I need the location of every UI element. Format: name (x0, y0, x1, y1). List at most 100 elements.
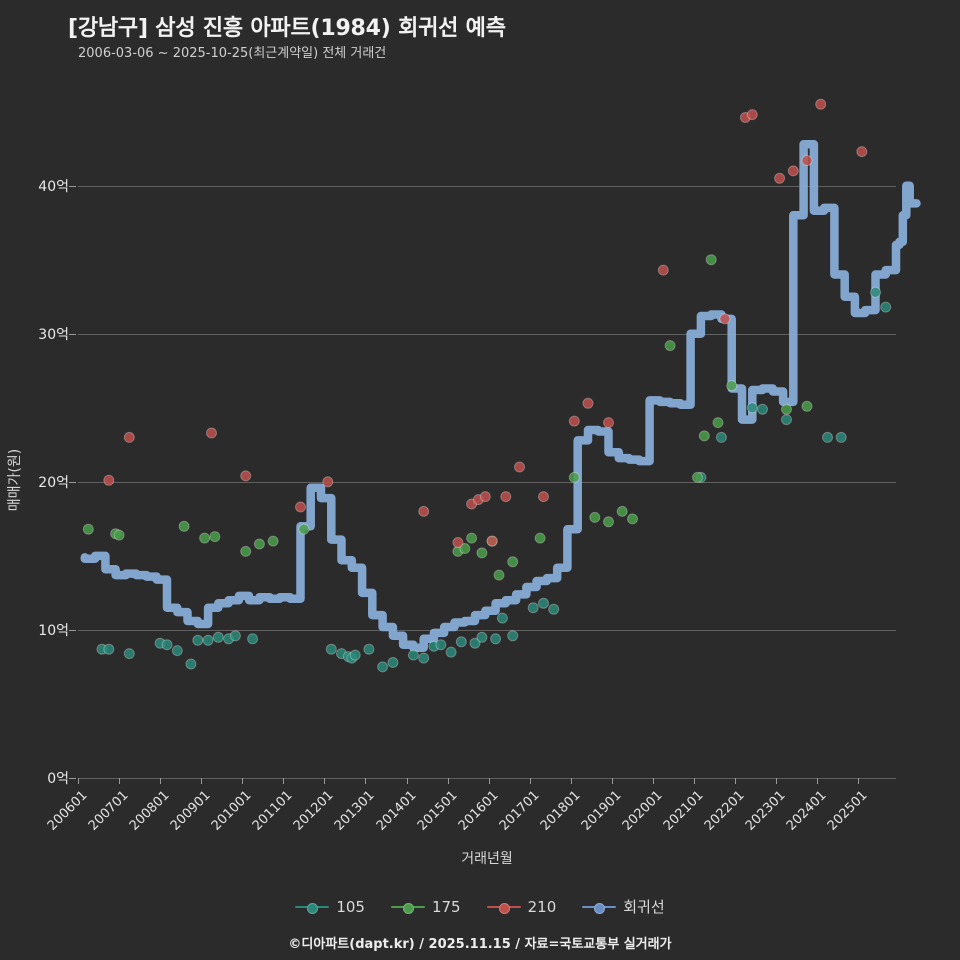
x-tick-mark (570, 778, 572, 784)
scatter-point[interactable] (787, 165, 799, 177)
scatter-point[interactable] (267, 535, 279, 547)
scatter-point[interactable] (496, 612, 508, 624)
scatter-point[interactable] (240, 470, 252, 482)
scatter-point[interactable] (603, 417, 614, 429)
scatter-point[interactable] (325, 643, 337, 655)
scatter-point[interactable] (801, 400, 813, 412)
scatter-point[interactable] (589, 511, 601, 523)
scatter-point[interactable] (253, 538, 265, 550)
scatter-point[interactable] (705, 254, 717, 266)
scatter-point[interactable] (387, 657, 399, 668)
scatter-point[interactable] (295, 501, 306, 513)
gridline-y (78, 185, 896, 187)
scatter-point[interactable] (479, 491, 491, 503)
scatter-point[interactable] (377, 661, 389, 673)
scatter-point[interactable] (185, 658, 197, 670)
x-tick-mark (611, 778, 613, 784)
scatter-point[interactable] (466, 532, 478, 544)
scatter-point[interactable] (82, 523, 94, 535)
scatter-point[interactable] (582, 397, 594, 409)
scatter-point[interactable] (435, 639, 447, 651)
scatter-point[interactable] (507, 556, 519, 568)
scatter-point[interactable] (199, 532, 211, 544)
scatter-point[interactable] (538, 491, 549, 503)
scatter-point[interactable] (455, 636, 467, 648)
scatter-point[interactable] (469, 637, 481, 649)
legend-item-175[interactable]: 175 (390, 898, 461, 916)
scatter-point[interactable] (490, 633, 502, 645)
scatter-point[interactable] (407, 649, 419, 661)
scatter-point[interactable] (692, 471, 703, 483)
scatter-point[interactable] (746, 402, 758, 414)
y-tick-mark (69, 481, 76, 483)
scatter-point[interactable] (822, 431, 833, 443)
scatter-point[interactable] (113, 529, 125, 541)
scatter-point[interactable] (240, 545, 252, 557)
x-tick-mark (201, 778, 203, 784)
scatter-point[interactable] (801, 155, 813, 166)
scatter-point[interactable] (178, 520, 190, 532)
scatter-point[interactable] (781, 403, 792, 415)
scatter-point[interactable] (627, 513, 638, 525)
scatter-point[interactable] (726, 380, 738, 392)
scatter-point[interactable] (500, 491, 512, 503)
scatter-point[interactable] (171, 645, 183, 657)
scatter-point[interactable] (856, 146, 868, 158)
scatter-point[interactable] (616, 505, 628, 517)
scatter-point[interactable] (603, 516, 614, 528)
scatter-point[interactable] (712, 417, 724, 429)
scatter-point[interactable] (870, 286, 881, 298)
scatter-point[interactable] (322, 476, 334, 488)
scatter-point[interactable] (476, 631, 488, 643)
scatter-point[interactable] (664, 340, 676, 352)
scatter-point[interactable] (349, 649, 361, 661)
scatter-point[interactable] (476, 547, 488, 559)
scatter-point[interactable] (548, 603, 560, 615)
scatter-point[interactable] (229, 630, 241, 642)
scatter-point[interactable] (527, 602, 539, 614)
scatter-point[interactable] (493, 569, 505, 581)
scatter-point[interactable] (103, 643, 115, 655)
scatter-point[interactable] (538, 597, 549, 609)
scatter-point[interactable] (698, 430, 710, 442)
scatter-point[interactable] (452, 537, 464, 548)
scatter-point[interactable] (363, 643, 375, 655)
scatter-point[interactable] (757, 403, 768, 415)
scatter-point[interactable] (103, 474, 115, 486)
scatter-point[interactable] (202, 634, 214, 646)
scatter-point[interactable] (568, 471, 580, 483)
scatter-point[interactable] (657, 264, 669, 276)
scatter-point[interactable] (123, 431, 135, 443)
scatter-point[interactable] (715, 431, 727, 443)
plot-area[interactable]: 0억 10억 20억 30억 40억 200601 200701 200801 200901 2… (38, 82, 921, 867)
scatter-point[interactable] (719, 313, 731, 325)
scatter-point[interactable] (835, 431, 847, 443)
scatter-point[interactable] (815, 98, 827, 110)
x-tick-mark (858, 778, 860, 784)
scatter-point[interactable] (781, 414, 792, 426)
scatter-point[interactable] (192, 634, 204, 646)
scatter-point[interactable] (534, 532, 546, 544)
scatter-point[interactable] (418, 505, 430, 517)
scatter-point[interactable] (774, 172, 786, 184)
legend-item-회귀선[interactable]: 회귀선 (582, 896, 665, 917)
scatter-point[interactable] (212, 631, 224, 643)
scatter-point[interactable] (746, 109, 758, 121)
scatter-point[interactable] (445, 646, 457, 658)
scatter-point[interactable] (209, 531, 221, 543)
scatter-point[interactable] (459, 543, 471, 554)
scatter-point[interactable] (880, 301, 892, 313)
scatter-point[interactable] (568, 415, 580, 427)
scatter-point[interactable] (418, 652, 430, 664)
scatter-point[interactable] (514, 461, 525, 473)
scatter-point[interactable] (123, 648, 135, 660)
scatter-point[interactable] (298, 523, 310, 535)
x-tick-mark (488, 778, 490, 784)
scatter-point[interactable] (486, 535, 498, 547)
scatter-point[interactable] (161, 639, 173, 651)
scatter-point[interactable] (507, 630, 519, 642)
legend-item-210[interactable]: 210 (486, 898, 556, 916)
scatter-point[interactable] (247, 633, 259, 645)
legend-item-105[interactable]: 105 (295, 898, 365, 916)
scatter-point[interactable] (206, 427, 217, 439)
